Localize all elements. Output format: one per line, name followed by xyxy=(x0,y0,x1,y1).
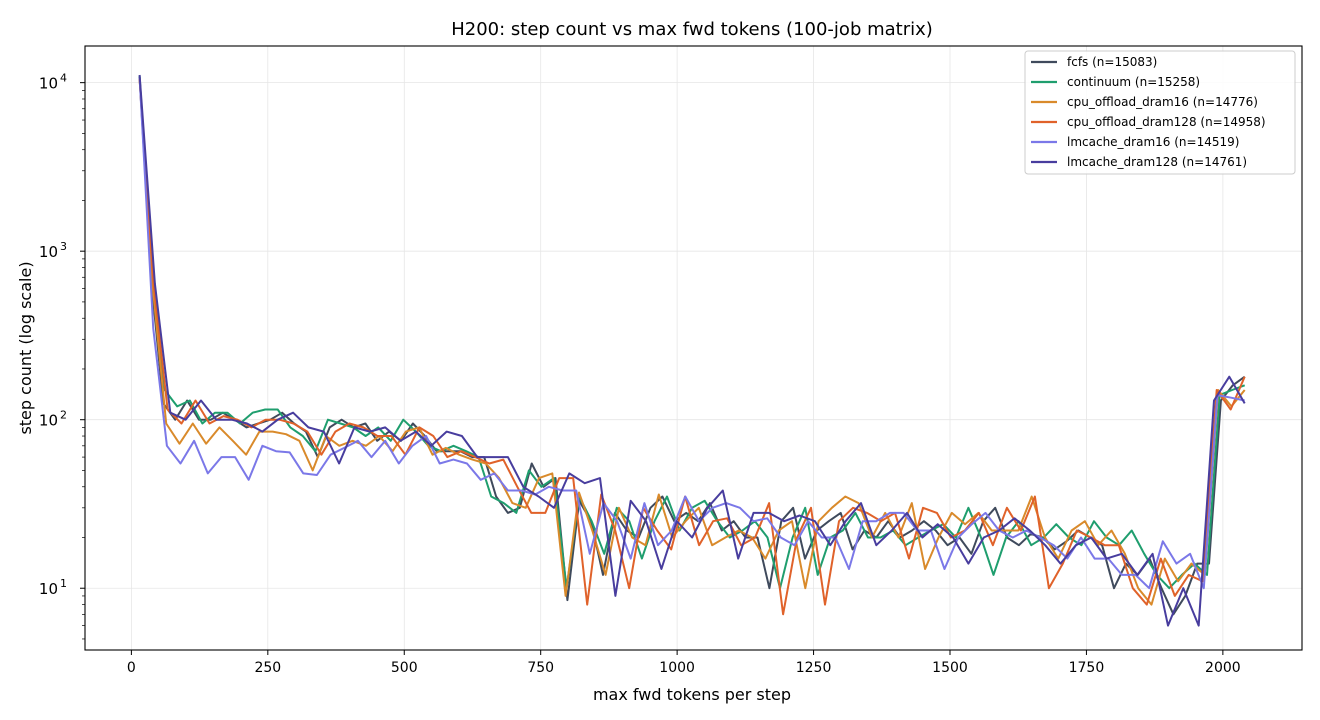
series-line-3 xyxy=(138,78,1246,616)
y-tick-base: 10 xyxy=(39,75,58,93)
x-axis: 0 250 500 750 1000 1250 1500 1750 2000 xyxy=(127,650,1241,676)
y-tick-base: 10 xyxy=(39,412,58,430)
legend-label: lmcache_dram128 (n=14761) xyxy=(1067,155,1247,169)
x-axis-label: max fwd tokens per step xyxy=(593,685,791,704)
series-line-2 xyxy=(138,79,1246,606)
chart-title: H200: step count vs max fwd tokens (100-… xyxy=(451,19,933,40)
legend-label: continuum (n=15258) xyxy=(1067,75,1200,89)
x-tick-label: 2000 xyxy=(1205,660,1241,676)
y-tick-label: 10 xyxy=(39,243,58,261)
y-tick-exponent: 2 xyxy=(60,409,67,422)
x-tick-label: 500 xyxy=(391,660,418,676)
x-tick-label: 1750 xyxy=(1069,660,1105,676)
legend-label: lmcache_dram16 (n=14519) xyxy=(1067,135,1239,149)
x-tick-label: 1000 xyxy=(659,660,695,676)
y-tick-exponent: 4 xyxy=(60,72,67,85)
series-layer xyxy=(138,74,1246,627)
x-tick-label: 1500 xyxy=(932,660,968,676)
y-axis-label: step count (log scale) xyxy=(16,261,35,434)
x-tick-label: 250 xyxy=(254,660,281,676)
series-line-5 xyxy=(138,74,1246,627)
legend-label: cpu_offload_dram16 (n=14776) xyxy=(1067,95,1258,109)
y-tick-exponent: 3 xyxy=(60,240,67,253)
y-tick-exponent: 1 xyxy=(60,577,67,590)
y-tick-base: 10 xyxy=(39,580,58,598)
legend-box xyxy=(1024,50,1296,175)
series-line-4 xyxy=(138,77,1245,590)
x-tick-label: 750 xyxy=(527,660,554,676)
legend-label: fcfs (n=15083) xyxy=(1067,55,1157,69)
y-tick-label: 10 xyxy=(39,580,58,598)
plot-frame xyxy=(84,45,1303,651)
legend-label: cpu_offload_dram128 (n=14958) xyxy=(1067,115,1266,129)
x-tick-label: 0 xyxy=(127,660,136,676)
x-tick-label: 1250 xyxy=(796,660,832,676)
y-tick-label: 10 xyxy=(39,75,58,93)
y-tick-base: 10 xyxy=(39,243,58,261)
legend: fcfs (n=15083) continuum (n=15258) cpu_off… xyxy=(1024,50,1296,175)
y-tick-label: 10 xyxy=(39,412,58,430)
